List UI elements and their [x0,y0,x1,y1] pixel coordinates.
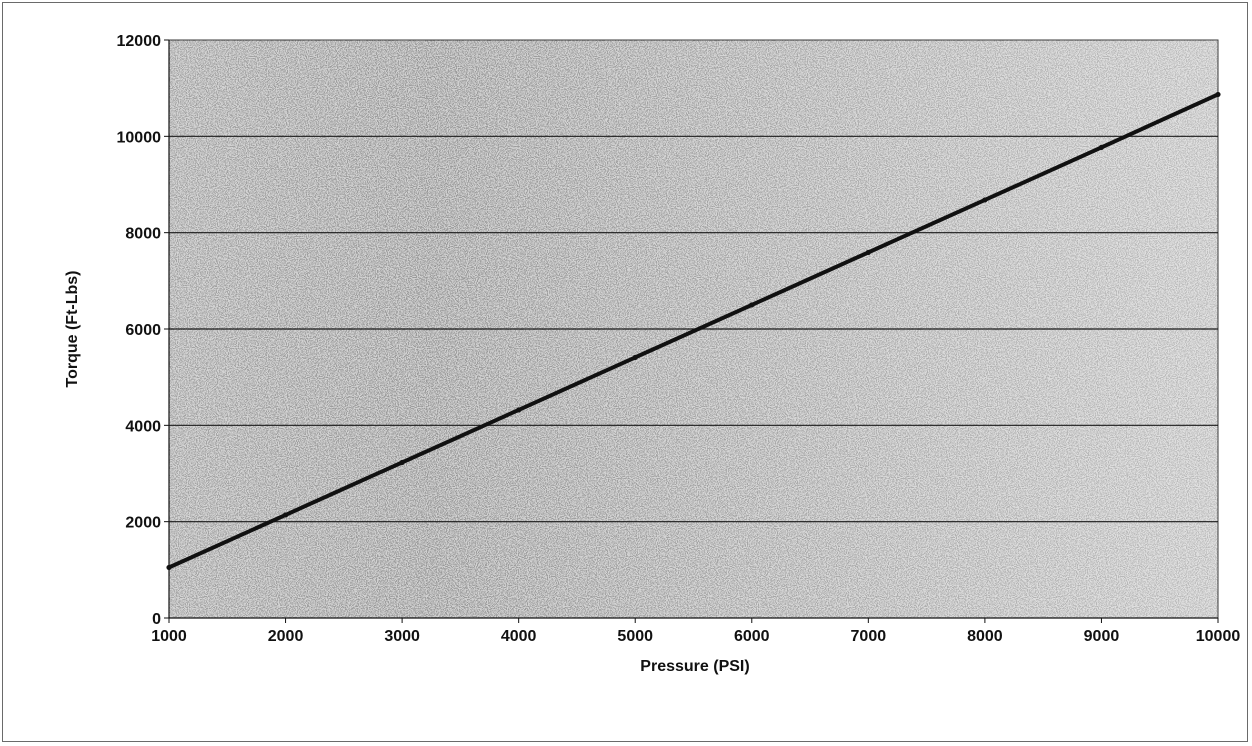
x-tick-label: 9000 [1084,628,1120,645]
y-tick-label: 6000 [125,322,161,339]
y-tick-label: 12000 [117,33,162,50]
x-tick-label: 7000 [851,628,887,645]
y-tick-label: 2000 [125,515,161,532]
data-point [749,302,755,308]
data-point [399,459,405,466]
y-tick-label: 0 [152,611,161,628]
y-tick-label: 8000 [125,226,161,243]
x-tick-label: 1000 [151,628,187,645]
x-tick-label: 2000 [268,628,304,645]
data-point [282,512,289,518]
x-tick-label: 3000 [384,628,420,645]
y-tick-label: 4000 [125,418,161,435]
x-tick-label: 6000 [734,628,770,645]
x-tick-label: 8000 [967,628,1003,645]
y-tick-label: 10000 [117,129,162,146]
data-point [982,197,988,203]
line-chart: 0 2000 4000 6000 8000 10000 12000 1000 2000 3000 4… [64,33,1241,675]
data-point [516,407,522,413]
x-tick-label: 5000 [617,628,653,645]
data-point [1215,91,1221,98]
data-point [1098,144,1105,151]
data-point [865,249,871,256]
series-line [167,92,1220,570]
x-tick-label: 10000 [1196,628,1241,645]
x-axis-title: Pressure (PSI) [640,658,749,675]
data-point [632,354,638,361]
y-axis-title: Torque (Ft-Lbs) [64,270,81,387]
x-tick-label: 4000 [501,628,537,645]
